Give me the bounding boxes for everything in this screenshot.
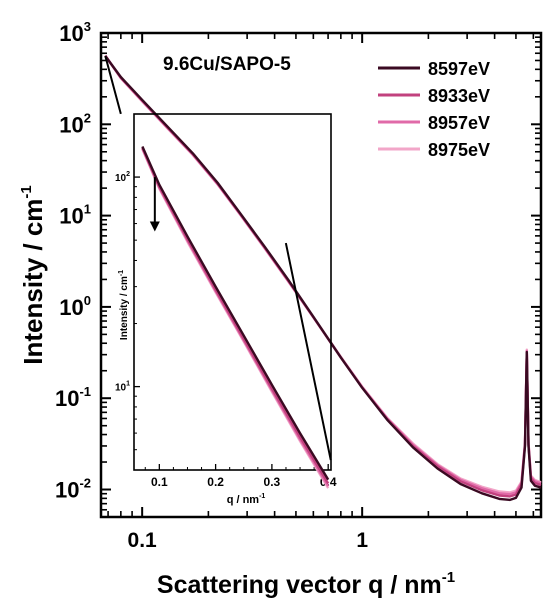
chart-title: 9.6Cu/SAPO-5 [163, 54, 291, 75]
inset-x-axis-title: q / nm-1 [227, 493, 266, 506]
inset-x-tick-label: 0.1 [151, 475, 168, 489]
inset-arrow-head [149, 221, 160, 232]
main-x-tick-label: 0.1 [128, 529, 158, 552]
main-y-tick-label: 10-1 [55, 384, 91, 411]
main-y-tick-label: 10-2 [55, 476, 91, 503]
legend: 8597eV 8933eV 8957eV 8975eV [378, 59, 490, 160]
main-y-tick-label: 100 [59, 293, 91, 320]
legend-label: 8975eV [428, 140, 490, 160]
inset-y-tick-label: 101 [115, 381, 130, 394]
inset-x-tick-label: 0.3 [264, 475, 281, 489]
main-y-tick-label: 102 [59, 110, 91, 137]
main-series-line-8597eV [104, 55, 542, 502]
main-plot-frame [99, 31, 543, 519]
inset-frame [133, 113, 332, 471]
main-y-axis-title: Intensity / cm-1 [18, 185, 48, 365]
main-plot: 0.1 1 10-2 10-1 100 101 102 103 [55, 19, 543, 552]
main-y-tick-label: 101 [59, 202, 91, 229]
main-y-tick-label: 103 [59, 19, 91, 46]
legend-label: 8957eV [428, 113, 490, 133]
main-zoom-guide-line [284, 242, 332, 461]
inset-series-line-8597eV [141, 146, 330, 481]
main-x-axis-title: Scattering vector q / nm-1 [157, 569, 455, 599]
inset-y-axis-title: Intensity / cm-1 [118, 270, 130, 340]
legend-label: 8597eV [428, 59, 490, 79]
inset-y-tick-label: 102 [115, 171, 130, 184]
main-zoom-guide-line [104, 55, 122, 115]
main-x-tick-label: 1 [356, 529, 368, 552]
inset-x-tick-label: 0.2 [207, 475, 224, 489]
legend-label: 8933eV [428, 86, 490, 106]
